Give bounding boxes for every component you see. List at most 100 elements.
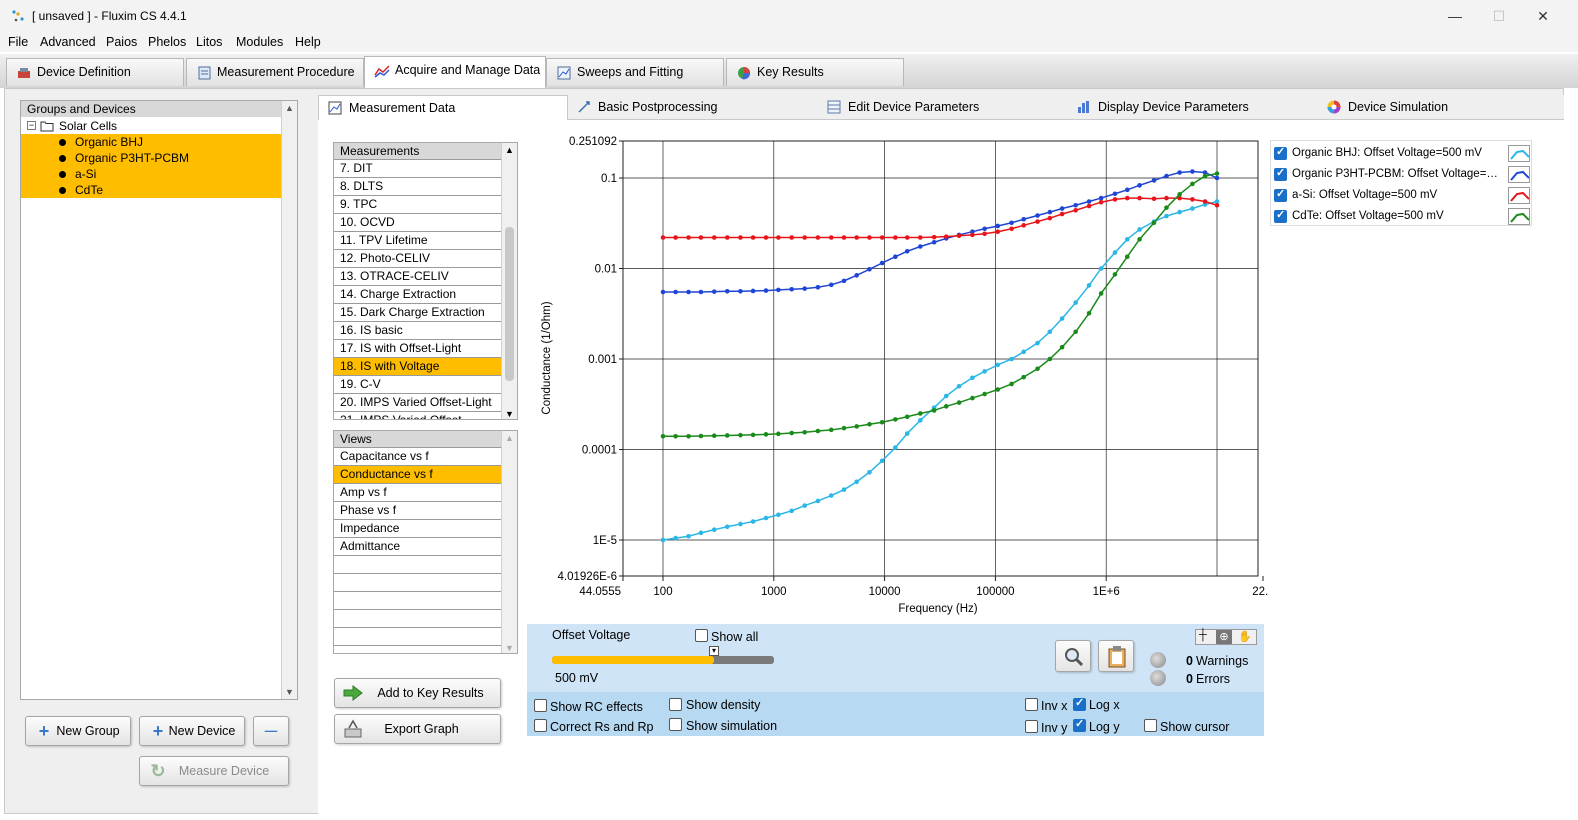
view-item[interactable]: Phase vs f [334, 502, 501, 520]
menu-litos[interactable]: Litos [196, 35, 223, 49]
data-point [1137, 183, 1142, 188]
measurement-item[interactable]: 17. IS with Offset-Light [334, 340, 501, 358]
log-y-label: Log y [1089, 720, 1120, 734]
data-point [982, 226, 987, 232]
scroll-up-icon[interactable]: ▲ [285, 103, 294, 113]
device-bullet-icon [59, 155, 66, 162]
tree-group-solar-cells[interactable]: − Solar Cells [21, 118, 283, 134]
view-item[interactable]: Capacitance vs f [334, 448, 501, 466]
measurement-item[interactable]: 7. DIT [334, 160, 501, 178]
measurement-item[interactable]: 8. DLTS [334, 178, 501, 196]
menu-help[interactable]: Help [295, 35, 321, 49]
legend-swatch-icon[interactable] [1508, 166, 1530, 183]
scroll-thumb[interactable] [505, 227, 514, 381]
measurement-item[interactable]: 21. IMPS Varied Offset-Voltage [334, 412, 501, 419]
new-device-button[interactable]: + New Device [139, 716, 245, 746]
new-group-button[interactable]: + New Group [25, 716, 131, 746]
remove-button[interactable]: — [253, 716, 289, 746]
measurement-item[interactable]: 15. Dark Charge Extraction [334, 304, 501, 322]
data-point [1047, 356, 1053, 362]
measurement-item[interactable]: 20. IMPS Varied Offset-Light [334, 394, 501, 412]
tab-device-definition[interactable]: Device Definition [6, 58, 184, 86]
legend-item[interactable]: Organic P3HT-PCBM: Offset Voltage=500 mV [1271, 166, 1531, 184]
menu-modules[interactable]: Modules [236, 35, 284, 49]
legend-swatch-icon[interactable] [1508, 208, 1530, 225]
legend-swatch-icon[interactable] [1508, 145, 1530, 162]
tab-measurement-data[interactable]: Measurement Data [318, 95, 568, 120]
scroll-down-icon[interactable]: ▼ [505, 643, 514, 653]
legend-series-checkbox[interactable] [1274, 145, 1287, 160]
tree-scrollbar[interactable]: ▲ ▼ [281, 101, 297, 699]
menu-advanced[interactable]: Advanced [40, 35, 96, 49]
legend-series-checkbox[interactable] [1274, 208, 1287, 223]
tree-device[interactable]: a-Si [21, 166, 283, 182]
tree-device[interactable]: Organic P3HT-PCBM [21, 150, 283, 166]
zoom-button[interactable] [1055, 640, 1091, 672]
log-y-checkbox[interactable] [1073, 717, 1086, 732]
tab-device-simulation[interactable]: Device Simulation [1318, 95, 1564, 120]
tab-sweeps-and-fitting[interactable]: Sweeps and Fitting [546, 58, 724, 86]
legend-item[interactable]: a-Si: Offset Voltage=500 mV [1271, 187, 1531, 205]
scroll-up-icon[interactable]: ▲ [505, 433, 514, 443]
scroll-down-icon[interactable]: ▼ [285, 687, 294, 697]
collapse-icon[interactable]: − [27, 120, 36, 130]
offset-voltage-slider[interactable]: ▾ [552, 646, 774, 664]
slider-thumb[interactable]: ▾ [709, 646, 720, 656]
show-simulation-checkbox[interactable] [669, 718, 682, 731]
measurement-item[interactable]: 16. IS basic [334, 322, 501, 340]
show-all-checkbox[interactable] [695, 629, 708, 642]
measure-device-button[interactable]: ↻ Measure Device [139, 756, 289, 786]
tab-basic-postprocessing[interactable]: Basic Postprocessing [568, 95, 818, 120]
view-item[interactable]: Conductance vs f [334, 466, 501, 484]
measurement-item[interactable]: 10. OCVD [334, 214, 501, 232]
tab-display-device-parameters[interactable]: Display Device Parameters [1068, 95, 1318, 120]
clipboard-button[interactable] [1098, 640, 1134, 672]
data-point [1112, 191, 1118, 197]
tree-device[interactable]: Organic BHJ [21, 134, 283, 150]
scroll-down-icon[interactable]: ▼ [505, 409, 514, 419]
show-cursor-checkbox[interactable] [1144, 719, 1157, 732]
inv-x-checkbox[interactable] [1025, 698, 1038, 711]
inv-y-checkbox[interactable] [1025, 720, 1038, 733]
measurement-item[interactable]: 9. TPC [334, 196, 501, 214]
correct-rs-checkbox[interactable] [534, 719, 547, 732]
tab-key-results[interactable]: Key Results [726, 58, 904, 86]
measurement-item[interactable]: 11. TPV Lifetime [334, 232, 501, 250]
measurements-scrollbar[interactable]: ▲ ▼ [501, 143, 517, 419]
tree-device[interactable]: CdTe [21, 182, 283, 198]
data-point [776, 287, 781, 293]
minimize-button[interactable]: — [1448, 8, 1462, 24]
show-density-checkbox[interactable] [669, 698, 682, 711]
view-item[interactable]: Admittance [334, 538, 501, 556]
legend-swatch-icon[interactable] [1508, 187, 1530, 204]
view-item[interactable]: Impedance [334, 520, 501, 538]
tab-acquire-and-manage-data[interactable]: Acquire and Manage Data [364, 56, 546, 88]
legend-item[interactable]: CdTe: Offset Voltage=500 mV [1271, 208, 1531, 226]
export-graph-button[interactable]: Export Graph [334, 714, 501, 744]
conductance-chart[interactable]: 44.0555 100 1000 10000 100000 1E+6 22.6986 0.25… [530, 128, 1268, 620]
tab-edit-device-parameters[interactable]: Edit Device Parameters [818, 95, 1068, 120]
measurement-item[interactable]: 18. IS with Voltage [334, 358, 501, 376]
measurement-item[interactable]: 19. C-V [334, 376, 501, 394]
maximize-button[interactable]: ☐ [1492, 8, 1506, 24]
log-x-checkbox[interactable] [1073, 696, 1086, 711]
views-scrollbar[interactable]: ▲ ▼ [501, 431, 517, 653]
measurement-item[interactable]: 12. Photo-CELIV [334, 250, 501, 268]
scroll-up-icon[interactable]: ▲ [505, 145, 514, 155]
add-to-key-results-button[interactable]: Add to Key Results [334, 678, 501, 708]
crosshair-icon[interactable]: ┼ [1199, 629, 1207, 641]
close-button[interactable]: ✕ [1537, 8, 1549, 24]
show-rc-checkbox[interactable] [534, 699, 547, 712]
pan-hand-icon[interactable]: ✋ [1238, 631, 1252, 643]
tab-measurement-procedure[interactable]: Measurement Procedure [186, 58, 364, 86]
menu-paios[interactable]: Paios [106, 35, 138, 49]
legend-item[interactable]: Organic BHJ: Offset Voltage=500 mV [1271, 145, 1531, 163]
zoom-tool-icon[interactable]: ⊕ [1216, 630, 1232, 644]
measurement-item[interactable]: 14. Charge Extraction [334, 286, 501, 304]
legend-series-checkbox[interactable] [1274, 187, 1287, 202]
view-item[interactable]: Amp vs f [334, 484, 501, 502]
measurement-item[interactable]: 13. OTRACE-CELIV [334, 268, 501, 286]
legend-series-checkbox[interactable] [1274, 166, 1287, 181]
menu-file[interactable]: File [8, 35, 29, 49]
menu-phelos[interactable]: Phelos [148, 35, 187, 49]
